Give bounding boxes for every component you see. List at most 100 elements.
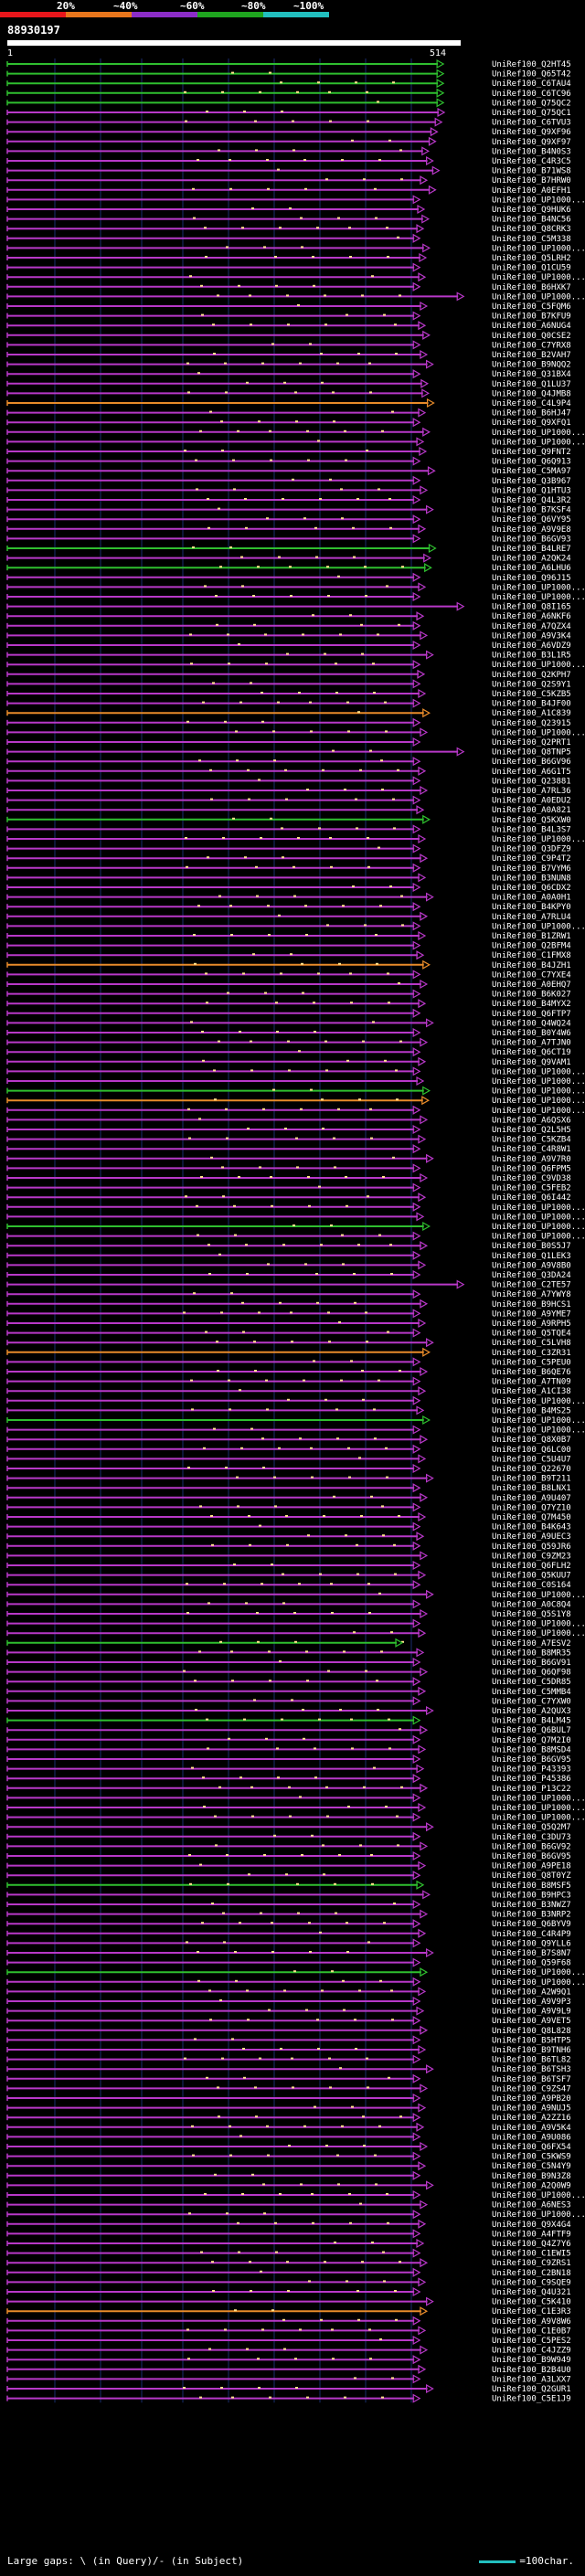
hit-label[interactable]: UniRef100_C1E3R3 — [492, 2307, 571, 2316]
hit-label[interactable]: UniRef100_UP1000... — [492, 244, 585, 253]
hit-label[interactable]: UniRef100_A6QSX6 — [492, 1116, 571, 1125]
hit-label[interactable]: UniRef100_A7QZX4 — [492, 622, 571, 631]
hit-label[interactable]: UniRef100_Q59F68 — [492, 1959, 571, 1968]
hit-label[interactable]: UniRef100_A9V8B0 — [492, 1261, 571, 1270]
hit-label[interactable]: UniRef100_A2Q0W9 — [492, 2181, 571, 2190]
hit-label[interactable]: UniRef100_Q31BX4 — [492, 370, 571, 379]
hit-label[interactable]: UniRef100_Q6Q913 — [492, 458, 571, 467]
hit-label[interactable]: UniRef100_Q2L5H5 — [492, 1126, 571, 1135]
hit-label[interactable]: UniRef100_B6TSF7 — [492, 2075, 571, 2084]
hit-label[interactable]: UniRef100_Q1LEK3 — [492, 1252, 571, 1261]
hit-label[interactable]: UniRef100_UP1000... — [492, 1814, 585, 1823]
hit-label[interactable]: UniRef100_Q2GUR1 — [492, 2385, 571, 2394]
hit-label[interactable]: UniRef100_A4FTF9 — [492, 2230, 571, 2239]
hit-label[interactable]: UniRef100_C5M338 — [492, 235, 571, 244]
hit-label[interactable]: UniRef100_Q9HUK6 — [492, 206, 571, 215]
hit-label[interactable]: UniRef100_Q9XF97 — [492, 138, 571, 147]
hit-label[interactable]: UniRef100_C7YRX8 — [492, 341, 571, 350]
hit-label[interactable]: UniRef100_B4KPY0 — [492, 903, 571, 912]
hit-label[interactable]: UniRef100_Q6I442 — [492, 1193, 571, 1203]
hit-label[interactable]: UniRef100_Q8X0B7 — [492, 1436, 571, 1445]
hit-label[interactable]: UniRef100_UP1000... — [492, 1107, 585, 1116]
hit-label[interactable]: UniRef100_C9ZM23 — [492, 1552, 571, 1561]
hit-label[interactable]: UniRef100_Q59JR6 — [492, 1542, 571, 1552]
hit-label[interactable]: UniRef100_UP1000... — [492, 1223, 585, 1232]
hit-label[interactable]: UniRef100_A3LXX7 — [492, 2375, 571, 2384]
hit-label[interactable]: UniRef100_Q5S1Y8 — [492, 1610, 571, 1619]
hit-label[interactable]: UniRef100_A9U086 — [492, 2133, 571, 2142]
hit-label[interactable]: UniRef100_A1CI38 — [492, 1387, 571, 1396]
hit-label[interactable]: UniRef100_B6HJ47 — [492, 409, 571, 419]
hit-label[interactable]: UniRef100_Q22670 — [492, 1465, 571, 1474]
hit-label[interactable]: UniRef100_Q4Z7Y6 — [492, 2240, 571, 2249]
hit-label[interactable]: UniRef100_C6TC96 — [492, 90, 571, 99]
hit-label[interactable]: UniRef100_C5FEB2 — [492, 1184, 571, 1193]
hit-label[interactable]: UniRef100_B9NQQ2 — [492, 361, 571, 370]
hit-label[interactable]: UniRef100_UP1000... — [492, 1426, 585, 1436]
hit-label[interactable]: UniRef100_UP1000... — [492, 1416, 585, 1426]
hit-label[interactable]: UniRef100_A7TN09 — [492, 1378, 571, 1387]
hit-label[interactable]: UniRef100_Q7M450 — [492, 1513, 571, 1522]
hit-label[interactable]: UniRef100_UP1000... — [492, 922, 585, 931]
hit-label[interactable]: UniRef100_Q23915 — [492, 719, 571, 728]
hit-label[interactable]: UniRef100_B8MR35 — [492, 1648, 571, 1658]
hit-label[interactable]: UniRef100_UP1000... — [492, 661, 585, 670]
hit-label[interactable]: UniRef100_C5DR85 — [492, 1678, 571, 1687]
hit-label[interactable]: UniRef100_A9UEC3 — [492, 1532, 571, 1542]
hit-label[interactable]: UniRef100_C9P4T2 — [492, 854, 571, 864]
hit-label[interactable]: UniRef100_UP1000... — [492, 1077, 585, 1087]
hit-label[interactable]: UniRef100_A7RLU4 — [492, 913, 571, 922]
hit-label[interactable]: UniRef100_Q3DFZ9 — [492, 845, 571, 854]
hit-label[interactable]: UniRef100_B1ZRW1 — [492, 932, 571, 941]
hit-label[interactable]: UniRef100_B7S8N7 — [492, 1949, 571, 1958]
hit-label[interactable]: UniRef100_B6GV95 — [492, 1852, 571, 1861]
hit-label[interactable]: UniRef100_Q5KUU7 — [492, 1572, 571, 1581]
hit-label[interactable]: UniRef100_UP1000... — [492, 2210, 585, 2220]
hit-label[interactable]: UniRef100_B2B4U0 — [492, 2366, 571, 2375]
hit-label[interactable]: UniRef100_A2QK24 — [492, 555, 571, 564]
hit-label[interactable]: UniRef100_B7KSF4 — [492, 506, 571, 515]
hit-label[interactable]: UniRef100_A2ZZ16 — [492, 2114, 571, 2123]
hit-label[interactable]: UniRef100_B6GV96 — [492, 758, 571, 767]
hit-label[interactable]: UniRef100_A9V7R0 — [492, 1155, 571, 1164]
hit-label[interactable]: UniRef100_B3L1R5 — [492, 652, 571, 661]
hit-label[interactable]: UniRef100_UP1000... — [492, 1233, 585, 1242]
hit-label[interactable]: UniRef100_A6LHU6 — [492, 564, 571, 573]
hit-label[interactable]: UniRef100_C4JZZ9 — [492, 2347, 571, 2356]
hit-label[interactable]: UniRef100_B4LM45 — [492, 1717, 571, 1726]
hit-label[interactable]: UniRef100_Q6CDX2 — [492, 884, 571, 893]
hit-label[interactable]: UniRef100_Q9VAM1 — [492, 1058, 571, 1067]
hit-label[interactable]: UniRef100_P13C22 — [492, 1785, 571, 1794]
hit-label[interactable]: UniRef100_P45386 — [492, 1775, 571, 1784]
hit-label[interactable]: UniRef100_A2QUX3 — [492, 1707, 571, 1716]
hit-label[interactable]: UniRef100_B6GV92 — [492, 1842, 571, 1851]
hit-label[interactable]: UniRef100_C5E1J9 — [492, 2395, 571, 2404]
hit-label[interactable]: UniRef100_Q6VY95 — [492, 515, 571, 525]
hit-label[interactable]: UniRef100_Q6BYV9 — [492, 1920, 571, 1929]
hit-label[interactable]: UniRef100_C0S164 — [492, 1581, 571, 1590]
hit-label[interactable]: UniRef100_C5K410 — [492, 2298, 571, 2307]
hit-label[interactable]: UniRef100_B9W949 — [492, 2356, 571, 2365]
hit-label[interactable]: UniRef100_B6QE76 — [492, 1368, 571, 1377]
hit-label[interactable]: UniRef100_A9V9E8 — [492, 525, 571, 535]
hit-label[interactable]: UniRef100_Q4U321 — [492, 2288, 571, 2297]
hit-label[interactable]: UniRef100_B6TL82 — [492, 2056, 571, 2065]
hit-label[interactable]: UniRef100_A7ESV2 — [492, 1639, 571, 1648]
hit-label[interactable]: UniRef100_Q3B967 — [492, 477, 571, 486]
hit-label[interactable]: UniRef100_B4N0S3 — [492, 147, 571, 156]
hit-label[interactable]: UniRef100_C5PEU0 — [492, 1358, 571, 1367]
hit-label[interactable]: UniRef100_B4MYX2 — [492, 1000, 571, 1009]
hit-label[interactable]: UniRef100_C5KZB4 — [492, 1136, 571, 1145]
hit-label[interactable]: UniRef100_UP1000... — [492, 2191, 585, 2200]
hit-label[interactable]: UniRef100_UP1000... — [492, 1087, 585, 1097]
hit-label[interactable]: UniRef100_C5LVH8 — [492, 1339, 571, 1348]
hit-label[interactable]: UniRef100_B4JF00 — [492, 700, 571, 709]
hit-label[interactable]: UniRef100_C3DU73 — [492, 1833, 571, 1842]
hit-label[interactable]: UniRef100_Q6FX54 — [492, 2143, 571, 2152]
hit-label[interactable]: UniRef100_A9NUJ5 — [492, 2104, 571, 2114]
hit-label[interactable]: UniRef100_B5HTP5 — [492, 2036, 571, 2045]
hit-label[interactable]: UniRef100_C9VD38 — [492, 1174, 571, 1183]
hit-label[interactable]: UniRef100_Q7YZ10 — [492, 1503, 571, 1512]
hit-label[interactable]: UniRef100_Q0CSE2 — [492, 332, 571, 341]
hit-label[interactable]: UniRef100_B4JZH1 — [492, 961, 571, 970]
